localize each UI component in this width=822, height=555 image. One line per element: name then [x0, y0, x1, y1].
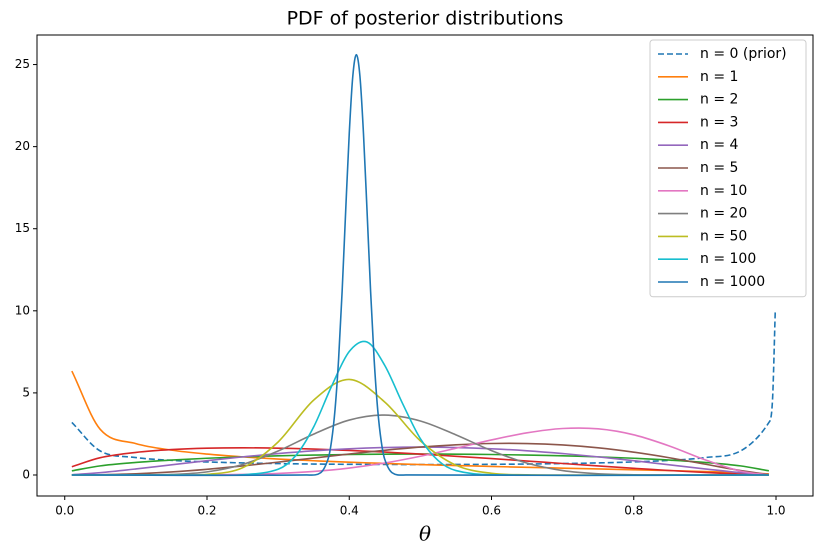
x-tick-label: 0.8: [624, 504, 643, 518]
x-tick-label: 0.6: [482, 504, 501, 518]
y-tick-label: 5: [22, 385, 30, 399]
legend-box: [649, 39, 807, 298]
x-axis-label: θ: [419, 522, 431, 546]
x-tick-label: 1.0: [766, 504, 785, 518]
plot-frame: [36, 34, 814, 497]
chart-title: PDF of posterior distributions: [287, 8, 564, 30]
legend-label: n = 50: [700, 228, 747, 244]
legend-label: n = 0 (prior): [700, 46, 787, 62]
x-tick-label: 0.0: [55, 504, 74, 518]
series-line: [71, 53, 769, 477]
legend-label: n = 5: [700, 160, 738, 176]
y-tick-label: 25: [15, 57, 30, 71]
series-line: [71, 447, 769, 476]
legend-label: n = 4: [700, 137, 739, 153]
legend-label: n = 3: [700, 114, 738, 130]
series-line: [71, 309, 777, 466]
x-tick-label: 0.4: [340, 504, 359, 518]
series-line: [71, 340, 769, 477]
legend-label: n = 100: [700, 251, 756, 267]
y-tick-label: 20: [15, 139, 30, 153]
legend-label: n = 10: [700, 183, 747, 199]
y-tick-label: 15: [15, 221, 30, 235]
legend-label: n = 1000: [700, 274, 765, 290]
y-tick-label: 0: [22, 467, 30, 481]
series-line: [71, 442, 770, 476]
legend-label: n = 2: [700, 92, 738, 108]
series-line: [71, 370, 769, 475]
x-tick-label: 0.2: [197, 504, 216, 518]
legend-label: n = 20: [700, 206, 747, 222]
y-tick-label: 10: [15, 303, 30, 317]
legend-label: n = 1: [700, 69, 738, 85]
